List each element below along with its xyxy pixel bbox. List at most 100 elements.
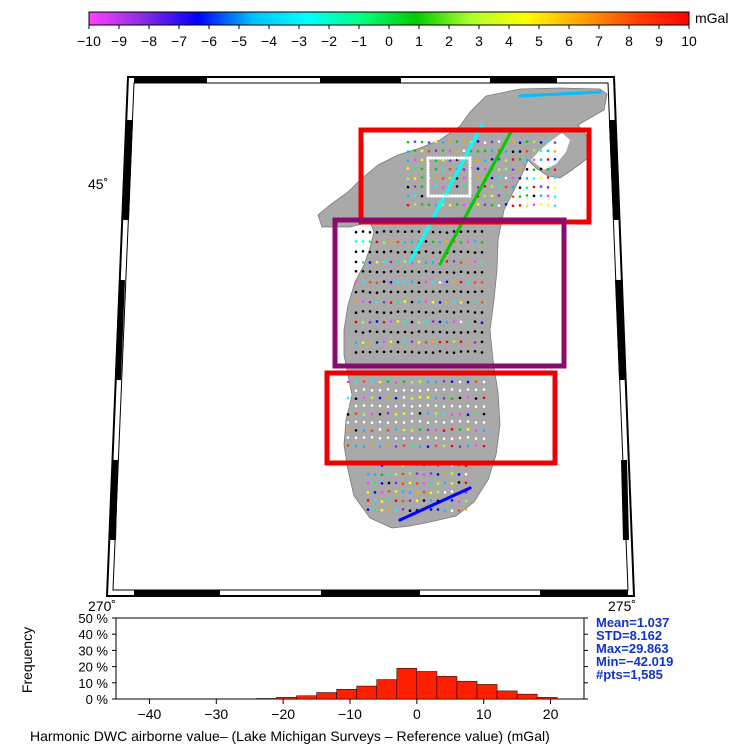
survey-point xyxy=(438,156,441,159)
survey-point xyxy=(512,204,515,207)
histogram-xlabel: Harmonic DWC airborne value– (Lake Michi… xyxy=(30,728,550,744)
survey-point xyxy=(423,473,426,476)
histogram-x-tick-label: −30 xyxy=(204,706,228,722)
survey-point xyxy=(347,389,350,392)
survey-point xyxy=(376,341,379,344)
survey-point xyxy=(474,260,477,263)
survey-point xyxy=(376,241,379,244)
survey-point xyxy=(425,330,428,333)
histogram-bar xyxy=(517,694,537,699)
survey-point xyxy=(465,508,468,511)
survey-point xyxy=(463,177,466,180)
survey-point xyxy=(404,351,407,354)
survey-point xyxy=(547,168,550,171)
survey-point xyxy=(423,499,426,502)
histogram-x-tick-label: 20 xyxy=(543,706,559,722)
survey-point xyxy=(451,397,454,400)
survey-point xyxy=(435,141,438,144)
survey-point xyxy=(463,185,466,188)
survey-point xyxy=(474,230,477,233)
survey-point xyxy=(397,310,400,313)
survey-point xyxy=(419,389,422,392)
survey-point xyxy=(403,389,406,392)
survey-point xyxy=(443,421,446,424)
survey-point xyxy=(437,491,440,494)
survey-point xyxy=(409,499,412,502)
survey-point xyxy=(432,261,435,264)
survey-point xyxy=(449,168,452,171)
survey-point xyxy=(355,311,358,314)
survey-point xyxy=(432,281,435,284)
survey-point xyxy=(453,194,456,197)
survey-point xyxy=(547,186,550,189)
survey-point xyxy=(381,500,384,503)
survey-point xyxy=(418,251,421,254)
survey-point xyxy=(427,388,430,391)
survey-point xyxy=(416,499,419,502)
survey-point xyxy=(376,271,379,274)
histogram-x-tick-label: −10 xyxy=(338,706,362,722)
survey-point xyxy=(443,444,446,447)
survey-point xyxy=(439,271,442,274)
survey-point xyxy=(475,388,478,391)
colorbar-unit: mGal xyxy=(695,10,728,26)
colorbar-tick-label: 2 xyxy=(445,33,453,49)
survey-point xyxy=(526,186,529,189)
survey-point xyxy=(435,412,438,415)
survey-point xyxy=(390,311,393,314)
survey-point xyxy=(533,194,536,197)
survey-point xyxy=(483,437,486,440)
survey-point xyxy=(383,280,386,283)
survey-point xyxy=(442,186,445,189)
survey-point xyxy=(355,445,358,448)
survey-point xyxy=(446,331,449,334)
survey-point xyxy=(419,445,422,448)
survey-point xyxy=(376,281,379,284)
survey-point xyxy=(460,340,463,343)
survey-point xyxy=(362,261,365,264)
survey-point xyxy=(453,271,456,274)
survey-point xyxy=(519,177,522,180)
survey-point xyxy=(474,271,477,274)
survey-point xyxy=(362,310,365,313)
survey-point xyxy=(459,405,462,408)
survey-point xyxy=(477,159,480,162)
colorbar-tick-label: −2 xyxy=(321,33,337,49)
colorbar-tick-label: 3 xyxy=(475,33,483,49)
survey-point xyxy=(463,149,466,152)
survey-point xyxy=(459,445,462,448)
survey-point xyxy=(481,301,484,304)
survey-point xyxy=(484,168,487,171)
map-lat-label: 45˚ xyxy=(88,176,108,192)
survey-point xyxy=(475,397,478,400)
survey-point xyxy=(540,177,543,180)
survey-point xyxy=(427,381,430,384)
survey-point xyxy=(451,405,454,408)
survey-point xyxy=(428,141,431,144)
survey-point xyxy=(347,413,350,416)
survey-point xyxy=(407,194,410,197)
histogram-bar xyxy=(437,676,457,699)
survey-point xyxy=(468,194,471,197)
survey-point xyxy=(475,380,478,383)
survey-point xyxy=(554,204,557,207)
survey-point xyxy=(554,141,557,144)
survey-point xyxy=(388,490,391,493)
histogram-y-tick-label: 20 % xyxy=(78,660,108,675)
survey-point xyxy=(403,404,406,407)
survey-point xyxy=(362,351,365,354)
survey-point xyxy=(444,194,447,197)
survey-point xyxy=(526,140,529,143)
survey-point xyxy=(533,168,536,171)
survey-point xyxy=(395,445,398,448)
survey-point xyxy=(519,158,522,161)
survey-point xyxy=(411,437,414,440)
survey-point xyxy=(491,141,494,144)
survey-point xyxy=(355,351,358,354)
survey-point xyxy=(483,413,486,416)
survey-point xyxy=(425,351,428,354)
survey-point xyxy=(419,404,422,407)
survey-point xyxy=(404,241,407,244)
survey-point xyxy=(387,421,390,424)
